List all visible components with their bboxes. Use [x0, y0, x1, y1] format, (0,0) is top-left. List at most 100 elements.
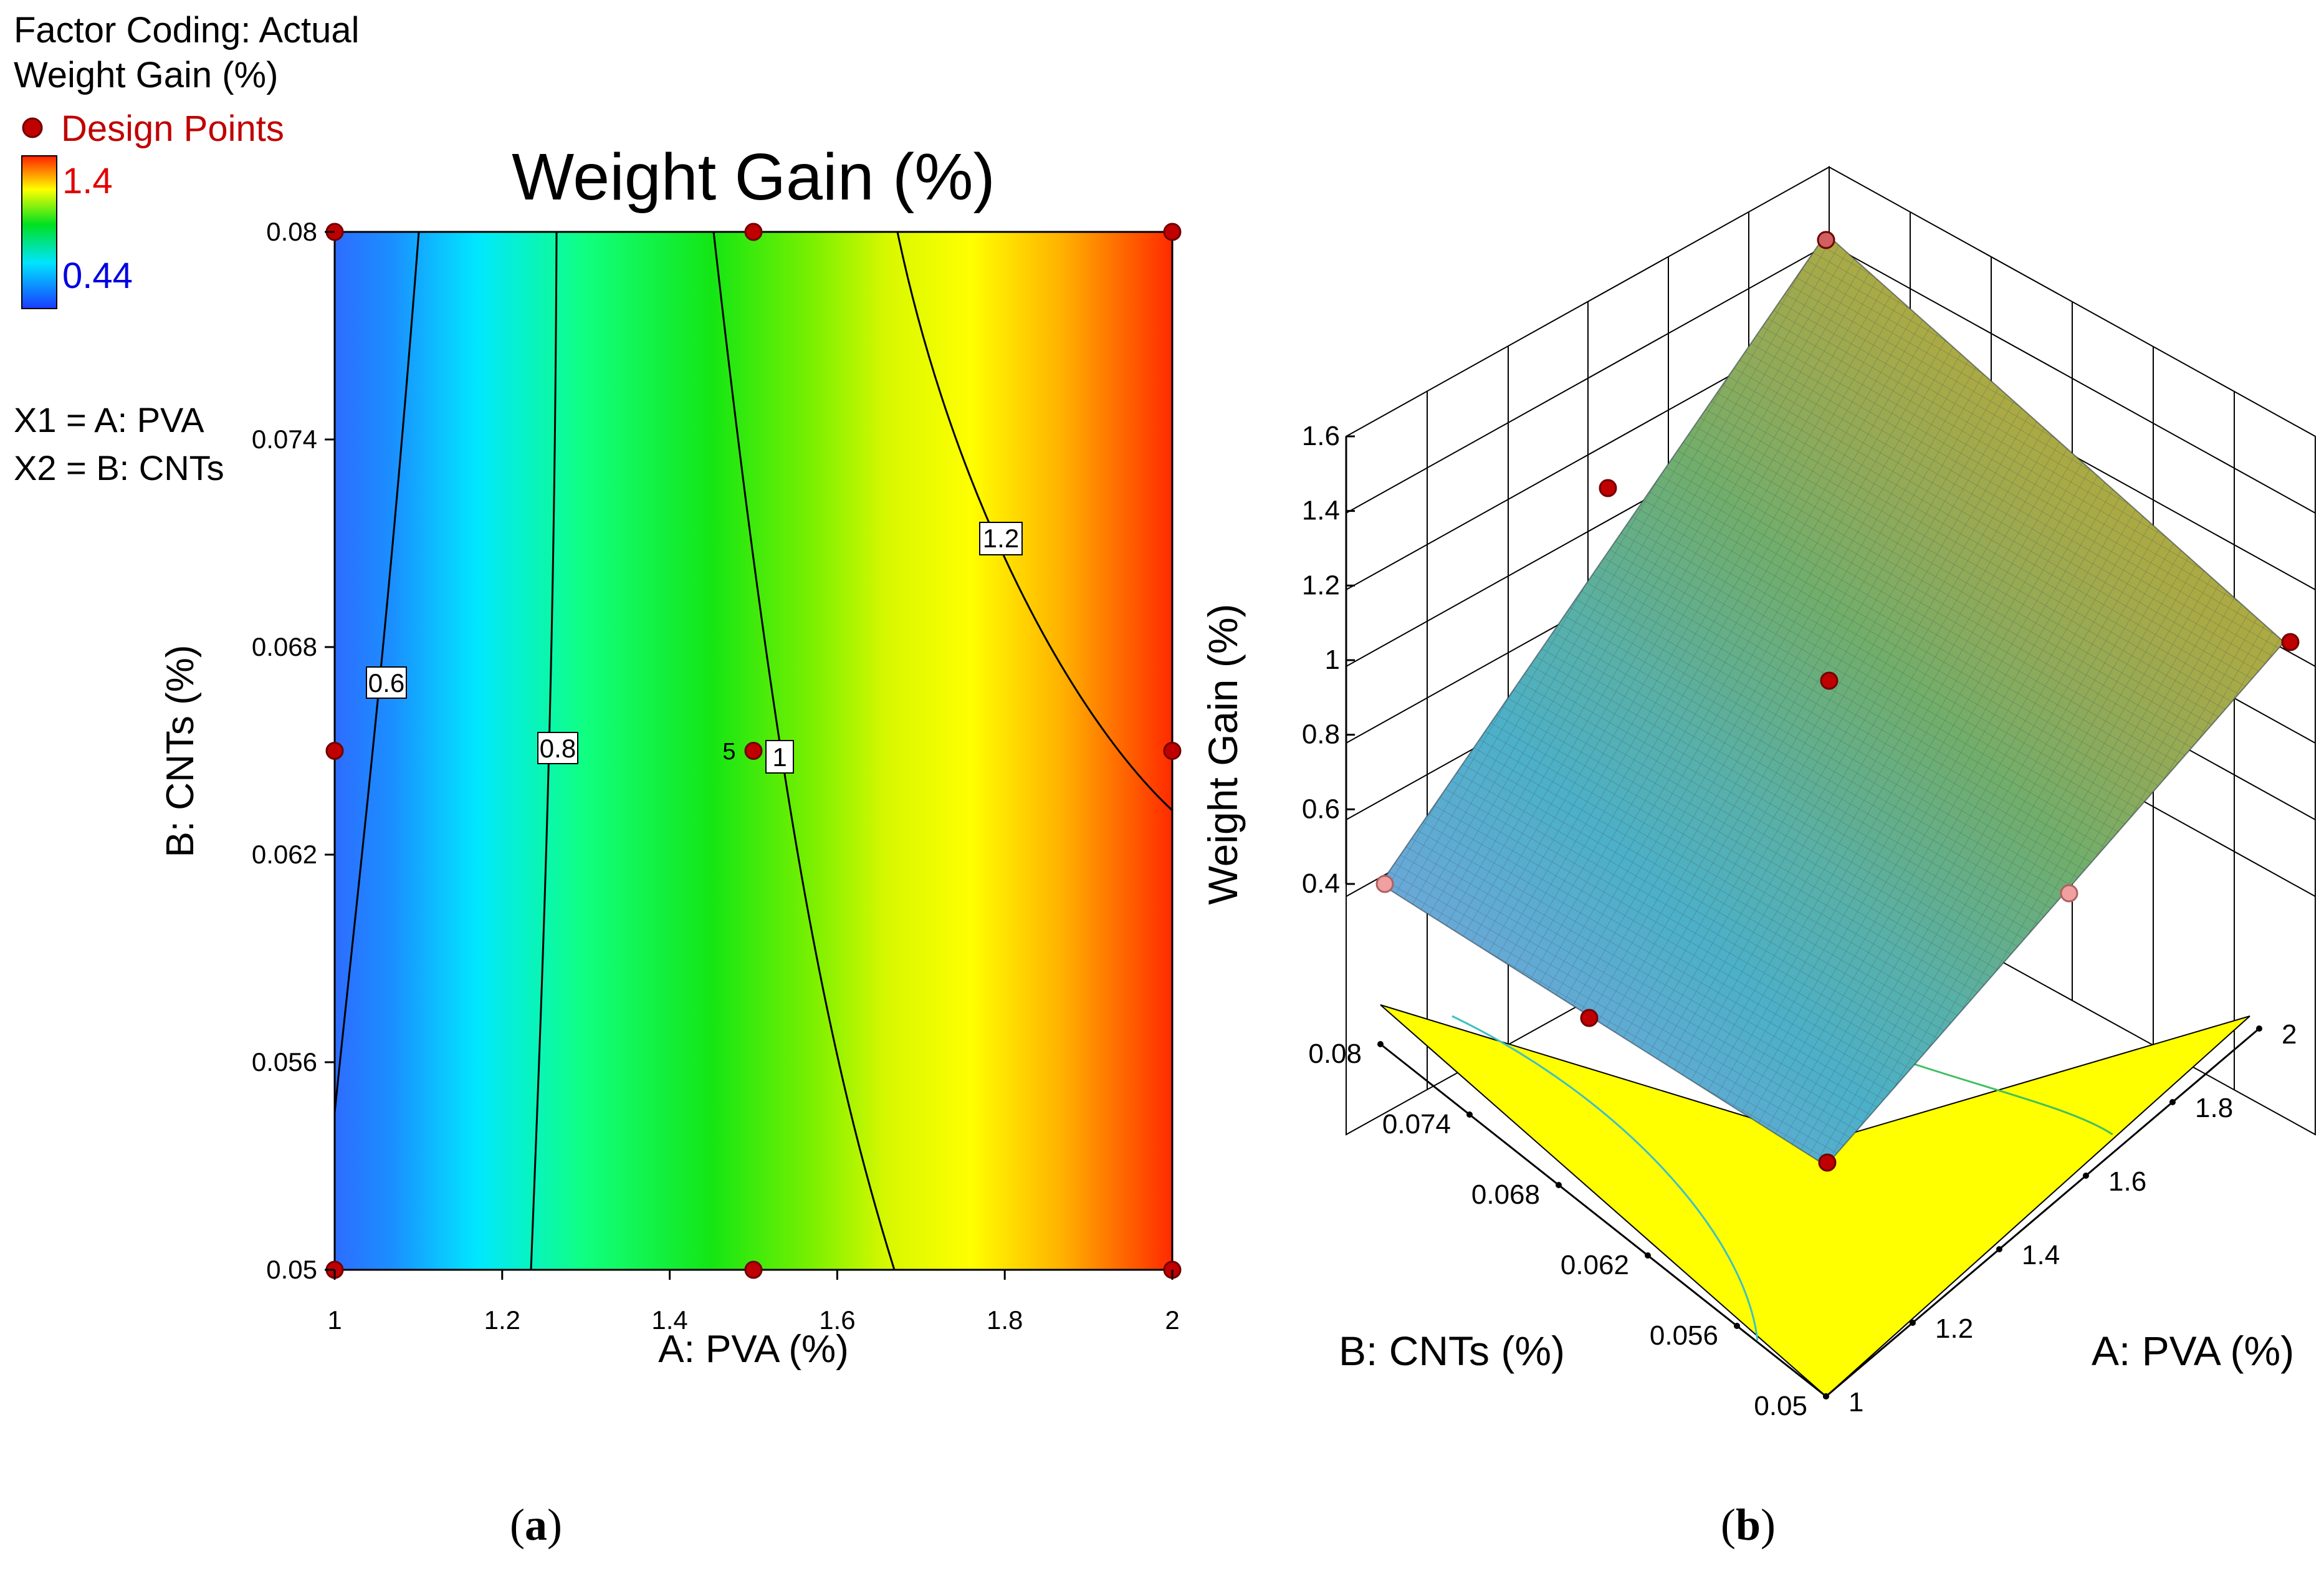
legend: Factor Coding: Actual Weight Gain (%) De…	[14, 10, 360, 487]
design-point-3d	[1818, 1153, 1837, 1172]
contour-line-1.2	[896, 231, 1174, 812]
contour-label-box-0.6	[366, 666, 407, 699]
surface-cnts-axis-label: B: CNTs (%)	[1339, 1328, 1565, 1374]
legend-factor-coding: Factor Coding: Actual	[14, 10, 360, 50]
x-tick-label: 1.6	[819, 1305, 855, 1335]
z-tick-label: 1.2	[1302, 570, 1340, 600]
x-tick-label: 2	[1165, 1305, 1179, 1335]
contour-label-0.6: 0.6	[368, 668, 404, 698]
surface-z-axis-label: Weight Gain (%)	[1200, 604, 1246, 905]
pva-tick-label: 1.8	[2195, 1093, 2233, 1123]
colorbar-low-label: 0.44	[62, 256, 133, 296]
z-tick-label: 1.4	[1302, 496, 1340, 526]
design-point	[744, 1260, 763, 1279]
svg-text:(a): (a)	[510, 1500, 562, 1550]
design-point-3d	[1375, 875, 1394, 893]
floor-contour-line-a	[1451, 1015, 1759, 1341]
y-axis-ticks: 0.05 0.056 0.062 0.068 0.074 0.08	[252, 217, 335, 1284]
panel-label-a-letter: a	[525, 1500, 547, 1550]
contour-line-0.8	[530, 231, 558, 1270]
contour-y-axis-label: B: CNTs (%)	[159, 645, 202, 858]
floor-contour-line-b	[1900, 1058, 2113, 1136]
y-tick-label: 0.05	[266, 1255, 317, 1284]
cnts-tick-mark	[1466, 1111, 1473, 1118]
design-point-3d	[1580, 1009, 1599, 1027]
pva-tick-label: 1.6	[2108, 1166, 2146, 1197]
z-tick-label: 0.8	[1302, 719, 1340, 750]
cnts-axis-ticks: 0.05 0.056 0.062 0.068 0.074 0.08	[1308, 1039, 1829, 1421]
x-tick-label: 1.4	[651, 1305, 687, 1335]
cnts-tick-mark	[1377, 1041, 1384, 1047]
contour-line-0.6	[333, 231, 420, 1113]
pva-tick-mark	[1996, 1246, 2002, 1252]
surface-plot: 0.40.60.811.21.41.6 0.050.0560.0620.0680…	[1200, 166, 2316, 1421]
cnts-tick-label: 0.062	[1561, 1250, 1629, 1280]
contour-label-box-1.2	[979, 522, 1023, 555]
panel-label-b-letter: b	[1736, 1500, 1761, 1550]
panel-label-b: (b)	[1721, 1500, 1776, 1550]
contour-label-box-1	[765, 740, 794, 774]
pva-tick-mark	[2256, 1025, 2262, 1032]
z-tick-label: 1	[1325, 645, 1340, 675]
legend-x2: X2 = B: CNTs	[14, 448, 224, 487]
colorbar-high-label: 1.4	[62, 161, 113, 201]
design-point	[1163, 742, 1182, 760]
pva-tick-mark	[2169, 1099, 2176, 1105]
z-tick-label: 0.6	[1302, 794, 1340, 824]
y-tick-label: 0.074	[252, 425, 317, 454]
design-point	[325, 742, 344, 760]
contour-label-1.2: 1.2	[983, 524, 1019, 553]
contour-line-1	[712, 231, 896, 1270]
design-point	[744, 223, 763, 241]
pva-tick-mark	[1823, 1393, 1829, 1399]
cnts-tick-label: 0.074	[1382, 1109, 1451, 1140]
z-tick-label: 1.6	[1302, 421, 1340, 451]
design-point-3d	[2060, 884, 2078, 903]
legend-x1: X1 = A: PVA	[14, 400, 204, 439]
z-tick-label: 0.4	[1302, 868, 1340, 899]
response-surface	[1379, 233, 2285, 1167]
contour-label-1: 1	[772, 742, 787, 772]
cnts-tick-mark	[1734, 1323, 1740, 1329]
contour-x-axis-label: A: PVA (%)	[658, 1328, 849, 1371]
legend-response-name: Weight Gain (%)	[14, 55, 278, 95]
z-axis-ticks: 0.4 0.6 0.8 1 1.2 1.4 1.6	[1302, 421, 1355, 899]
contour-title: Weight Gain (%)	[512, 140, 995, 214]
design-point-3d	[1599, 479, 1617, 497]
design-point-3d	[1820, 671, 1839, 690]
legend-design-points: Design Points	[61, 108, 284, 149]
design-point-3d	[1817, 231, 1835, 249]
surface-design-points	[1375, 231, 2300, 1172]
design-points	[325, 223, 1182, 1279]
y-tick-label: 0.062	[252, 840, 317, 869]
cnts-tick-mark	[1645, 1252, 1651, 1259]
colorbar	[21, 155, 57, 309]
pva-tick-label: 1.4	[2022, 1240, 2060, 1270]
surface-pva-axis-label: A: PVA (%)	[2092, 1328, 2294, 1374]
pva-tick-label: 2	[2282, 1019, 2297, 1050]
cnts-tick-label: 0.068	[1471, 1179, 1540, 1210]
contour-label-box-0.8	[537, 732, 578, 764]
y-tick-label: 0.08	[266, 217, 317, 246]
x-axis-ticks: 1 1.2 1.4 1.6 1.8 2	[327, 1270, 1180, 1335]
pva-axis-ticks: 1 1.2 1.4 1.6 1.8 2	[1823, 1019, 2297, 1418]
pva-tick-label: 1	[1848, 1387, 1863, 1418]
center-replicate-count: 5	[722, 739, 735, 765]
x-tick-label: 1	[327, 1305, 342, 1335]
contour-label-0.8: 0.8	[540, 734, 576, 763]
pva-tick-label: 1.2	[1935, 1313, 1973, 1344]
floor-contour-plane	[1380, 1004, 2250, 1398]
cnts-tick-mark	[1556, 1182, 1562, 1188]
pva-tick-mark	[2083, 1173, 2089, 1179]
cnts-tick-label: 0.08	[1308, 1039, 1362, 1069]
panel-label-a: (a)	[510, 1500, 562, 1550]
cnts-tick-label: 0.056	[1650, 1320, 1718, 1351]
svg-text:(b): (b)	[1721, 1500, 1776, 1550]
pva-tick-mark	[1910, 1320, 1916, 1326]
y-tick-label: 0.056	[252, 1047, 317, 1077]
cnts-tick-label: 0.05	[1754, 1391, 1807, 1421]
design-point	[744, 742, 763, 760]
contour-plot: Weight Gain (%) 0.6 0.8 1 1.2 5 1 1.2 1.4 1…	[159, 140, 1182, 1371]
design-point	[1163, 223, 1182, 241]
